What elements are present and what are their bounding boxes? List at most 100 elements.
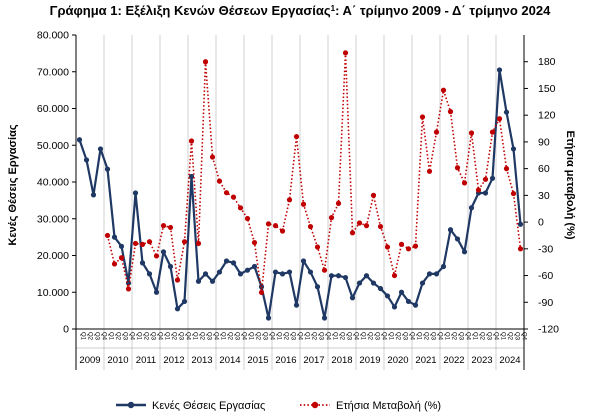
quarter-tick-label: Q1: [416, 332, 422, 341]
y2-tick-label: 180: [538, 56, 556, 68]
series-point-vacancies: [167, 263, 174, 270]
quarter-tick-label: Q4: [381, 332, 387, 341]
series-point-annual-change: [160, 223, 167, 229]
series-point-annual-change: [251, 239, 258, 246]
series-point-vacancies: [405, 298, 412, 305]
series-point-annual-change: [398, 241, 405, 247]
quarter-tick-label: Q4: [521, 332, 527, 341]
axes: [75, 35, 525, 370]
series-point-annual-change: [153, 253, 160, 259]
chart-title: Γράφημα 1: Εξέλιξη Κενών Θέσεων Εργασίας…: [50, 3, 551, 18]
series-point-annual-change: [475, 187, 482, 193]
series-point-vacancies: [363, 273, 370, 279]
series-point-vacancies: [342, 274, 349, 281]
series-point-annual-change: [181, 239, 188, 245]
y-tick-label: 10.000: [37, 287, 69, 299]
quarter-tick-label: Q2: [227, 332, 233, 341]
quarter-tick-label: Q4: [213, 332, 219, 341]
series-point-annual-change: [174, 277, 181, 283]
year-label: 2014: [219, 355, 240, 366]
legend-label-vacancies: Κενές Θέσεις Εργασίας: [152, 400, 265, 412]
series-point-vacancies: [104, 166, 111, 172]
quarter-tick-label: Q3: [486, 332, 492, 341]
series-point-vacancies: [482, 190, 489, 196]
series-point-vacancies: [202, 271, 209, 277]
quarter-tick-label: Q1: [276, 332, 282, 341]
quarter-tick-label: Q2: [423, 332, 429, 341]
series-point-vacancies: [503, 109, 510, 115]
series-line-annual-change: [106, 52, 522, 294]
legend-marker-change: [311, 401, 319, 409]
y-tick-label: 70.000: [37, 66, 69, 78]
quarter-tick-label: Q4: [269, 332, 275, 341]
series-point-vacancies: [412, 302, 419, 308]
series-point-vacancies: [146, 271, 153, 277]
series-point-annual-change: [433, 129, 440, 135]
quarter-tick-label: Q3: [290, 332, 296, 341]
series-point-vacancies: [230, 260, 237, 266]
quarter-tick-label: Q2: [115, 332, 121, 341]
quarter-tick-label: Q4: [297, 332, 303, 341]
quarter-tick-label: Q1: [108, 332, 114, 341]
year-label: 2010: [107, 355, 128, 366]
series-point-annual-change: [258, 289, 265, 296]
series-point-vacancies: [216, 269, 223, 275]
quarter-tick-label: Q3: [122, 332, 128, 341]
series-point-annual-change: [104, 232, 111, 239]
series-point-vacancies: [209, 278, 216, 284]
y2-tick-label: -30: [538, 243, 553, 255]
quarter-tick-label: Q4: [157, 332, 163, 341]
series-point-vacancies: [97, 146, 104, 152]
series-point-annual-change: [482, 176, 489, 182]
chart-title-sup: 1: [331, 4, 336, 13]
series-point-vacancies: [139, 260, 146, 266]
series-point-vacancies: [286, 269, 293, 275]
quarter-tick-label: Q3: [234, 332, 240, 341]
series-point-vacancies: [496, 67, 503, 73]
series-point-vacancies: [279, 271, 286, 277]
series-point-vacancies: [83, 157, 90, 163]
series-point-vacancies: [272, 269, 279, 275]
quarter-tick-label: Q3: [150, 332, 156, 341]
x-axis-ticks: Q1 Q2 Q3 Q4 Q1 Q2 Q3 Q4 Q1 Q2 Q3 Q4 Q1 Q2 Q3 Q4 Q1 Q2 Q3 Q4…: [79, 332, 526, 366]
series-point-annual-change: [118, 255, 125, 261]
year-gridlines: [103, 35, 497, 370]
quarter-tick-label: Q1: [80, 332, 86, 341]
legend: Κενές Θέσεις Εργασίας Ετήσια Μεταβολή (%…: [116, 400, 441, 412]
series-point-vacancies: [468, 205, 475, 211]
quarter-tick-label: Q1: [360, 332, 366, 341]
quarter-tick-label: Q3: [178, 332, 184, 341]
y2-tick-label: 150: [538, 83, 556, 95]
series-point-vacancies: [370, 280, 377, 286]
year-label: 2019: [359, 355, 380, 366]
series-point-annual-change: [132, 240, 139, 247]
series-point-vacancies: [377, 285, 384, 292]
series-point-annual-change: [426, 168, 433, 174]
series-point-annual-change: [510, 190, 517, 197]
quarter-tick-label: Q2: [171, 332, 177, 341]
y-tick-label: 80.000: [37, 30, 69, 42]
quarter-tick-label: Q2: [283, 332, 289, 341]
quarter-tick-label: Q1: [444, 332, 450, 341]
series-point-vacancies: [398, 289, 405, 295]
series-point-annual-change: [223, 190, 230, 196]
quarter-tick-label: Q3: [206, 332, 212, 341]
series-point-vacancies: [293, 302, 300, 308]
quarter-tick-label: Q1: [136, 332, 142, 341]
year-label: 2018: [331, 355, 352, 366]
series-point-annual-change: [188, 138, 195, 144]
series-point-vacancies: [237, 271, 244, 277]
year-label: 2009: [79, 355, 100, 366]
year-label: 2012: [163, 355, 184, 366]
quarter-tick-label: Q3: [346, 332, 352, 341]
series-point-annual-change: [216, 178, 223, 184]
series-point-vacancies: [489, 175, 496, 181]
series-point-annual-change: [237, 205, 244, 211]
series-point-vacancies: [328, 273, 335, 279]
series-point-vacancies: [440, 263, 447, 270]
series-point-annual-change: [300, 201, 307, 207]
series-point-annual-change: [272, 223, 279, 229]
series-point-vacancies: [321, 315, 328, 321]
series-point-annual-change: [146, 239, 153, 245]
quarter-tick-label: Q4: [465, 332, 471, 341]
